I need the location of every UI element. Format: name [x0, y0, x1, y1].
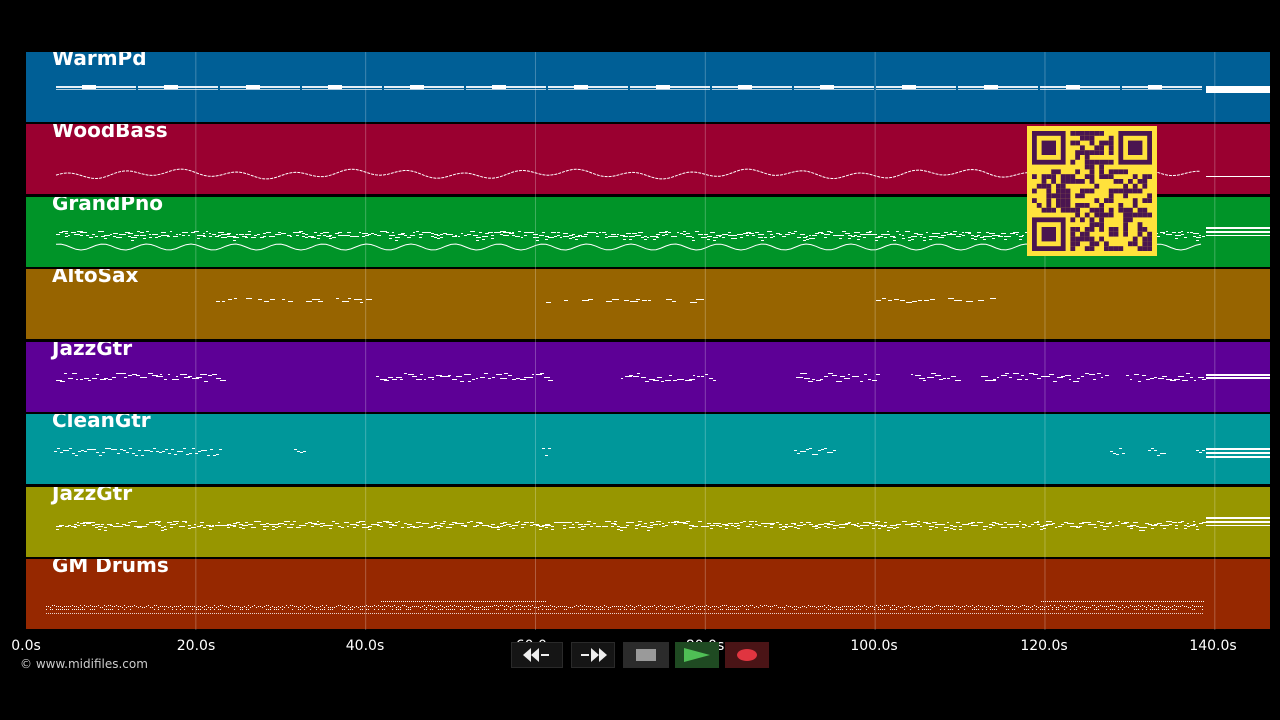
stop-button[interactable] — [623, 642, 669, 668]
track-lane-jazzgtr-2: JazzGtr — [26, 487, 1270, 557]
note-roll — [56, 85, 1270, 93]
track-lane-warmpd: WarmPd — [26, 52, 1270, 122]
time-tick-label: 140.0s — [1189, 638, 1237, 654]
track-label: GM Drums — [52, 559, 169, 577]
time-tick-label: 20.0s — [176, 638, 216, 654]
track-label: AltoSax — [52, 269, 139, 287]
track-label: GrandPno — [52, 197, 163, 215]
time-tick-label: 40.0s — [345, 638, 385, 654]
note-roll — [56, 373, 1270, 382]
track-label: WarmPd — [52, 52, 147, 70]
time-tick-label: 0.0s — [11, 638, 41, 654]
note-roll — [54, 448, 1270, 458]
track-label: JazzGtr — [52, 487, 133, 505]
note-roll — [56, 517, 1270, 531]
track-lane-jazzgtr: JazzGtr — [26, 342, 1270, 412]
note-roll — [46, 601, 1204, 614]
track-lane-altosax: AltoSax — [26, 269, 1270, 339]
track-label: WoodBass — [52, 124, 168, 142]
track-label: JazzGtr — [52, 342, 133, 360]
record-icon — [737, 649, 757, 661]
rewind-icon — [523, 648, 549, 662]
time-tick-label: 100.0s — [850, 638, 898, 654]
time-tick-label: 120.0s — [1020, 638, 1068, 654]
fast-forward-button[interactable] — [571, 642, 615, 668]
rewind-button[interactable] — [511, 642, 563, 668]
fast-forward-icon — [581, 648, 607, 662]
track-lane-cleangtr: CleanGtr — [26, 414, 1270, 484]
copyright-text: © www.midifiles.com — [20, 657, 148, 671]
stop-icon — [636, 649, 656, 661]
play-button[interactable] — [675, 642, 719, 668]
note-roll — [55, 168, 1270, 180]
note-roll — [216, 298, 996, 303]
qr-code-icon[interactable] — [1027, 126, 1157, 256]
track-lane-gm-drums: GM Drums — [26, 559, 1270, 629]
play-icon — [684, 648, 710, 662]
track-label: CleanGtr — [52, 414, 151, 432]
record-button[interactable] — [725, 642, 769, 668]
